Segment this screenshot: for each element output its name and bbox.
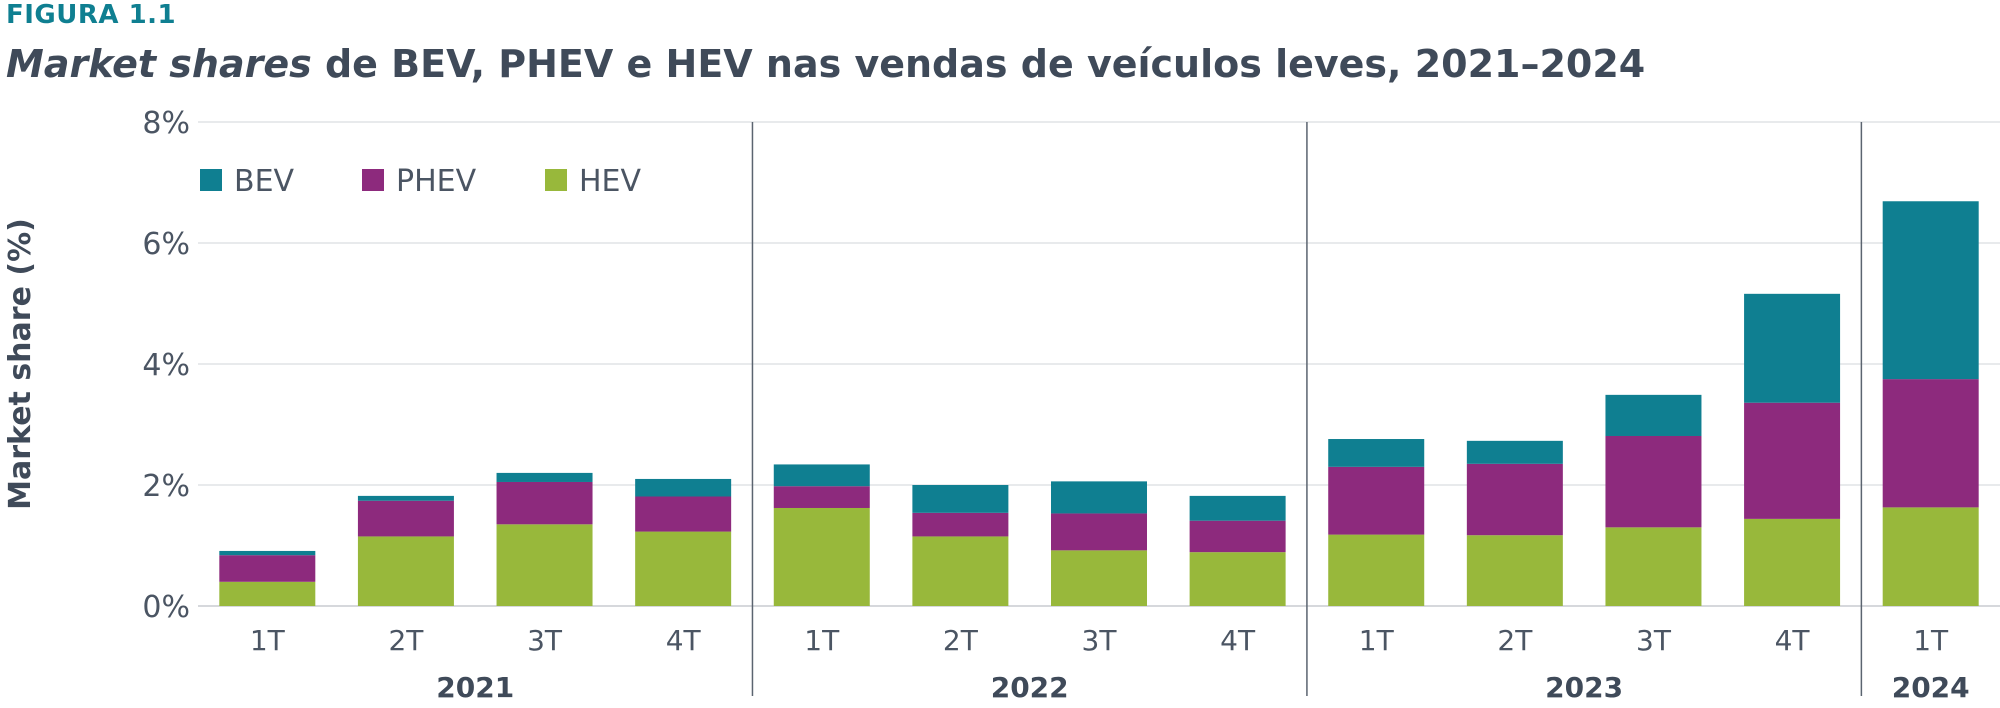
x-tick-label: 3T	[1082, 624, 1118, 657]
x-tick-label: 2T	[388, 624, 424, 657]
bar-hev	[1605, 527, 1702, 606]
bar-phev	[1189, 520, 1286, 553]
bar-phev	[773, 486, 870, 508]
group-dividers	[751, 122, 1863, 696]
x-tick-label: 1T	[1359, 624, 1395, 657]
group-label: 2021	[436, 671, 514, 704]
bars-layer	[219, 201, 1979, 606]
legend-label-bev: BEV	[234, 164, 295, 199]
legend-label-phev: PHEV	[396, 164, 477, 199]
bar-phev	[912, 512, 1009, 537]
bar-bev	[1189, 495, 1286, 521]
bar-bev	[496, 472, 593, 482]
bar-bev	[773, 464, 870, 487]
x-tick-label: 3T	[527, 624, 563, 657]
x-tick-label: 1T	[1913, 624, 1949, 657]
x-tick-label: 3T	[1636, 624, 1672, 657]
chart-title-rest: de BEV, PHEV e HEV nas vendas de veículo…	[311, 42, 1646, 86]
bar-bev	[1882, 201, 1979, 380]
bar-hev	[219, 581, 316, 606]
y-tick-label: 8%	[142, 106, 190, 141]
bar-phev	[635, 496, 732, 532]
bar-hev	[1051, 550, 1147, 606]
bar-bev	[635, 478, 732, 497]
bar-bev	[1051, 481, 1147, 514]
legend-swatch-hev	[545, 169, 567, 191]
group-label: 2023	[1545, 671, 1623, 704]
x-tick-label: 2T	[943, 624, 979, 657]
x-tick-label: 1T	[804, 624, 840, 657]
bar-hev	[773, 507, 870, 606]
bar-hev	[1882, 507, 1979, 606]
x-tick-label: 4T	[666, 624, 702, 657]
bar-phev	[1051, 513, 1147, 551]
bar-hev	[1744, 518, 1841, 606]
bar-hev	[1189, 552, 1286, 606]
bar-hev	[1466, 535, 1563, 606]
x-tick-label: 2T	[1497, 624, 1533, 657]
y-tick-label: 2%	[142, 469, 190, 504]
figure-label: FIGURA 1.1	[6, 0, 177, 30]
bar-hev	[1328, 534, 1425, 606]
bar-bev	[1466, 440, 1563, 464]
bar-bev	[357, 495, 454, 501]
bar-bev	[912, 485, 1009, 513]
bar-phev	[1466, 463, 1563, 536]
y-tick-label: 4%	[142, 348, 190, 383]
bar-hev	[496, 524, 593, 606]
group-label: 2022	[991, 671, 1069, 704]
bar-phev	[1605, 435, 1702, 528]
bar-hev	[912, 536, 1009, 606]
bar-bev	[1605, 394, 1702, 436]
chart-title: Market shares de BEV, PHEV e HEV nas ven…	[6, 42, 1645, 86]
bar-phev	[496, 481, 593, 525]
bar-bev	[219, 550, 316, 556]
y-tick-label: 0%	[142, 590, 190, 625]
bar-phev	[1744, 402, 1841, 519]
bar-phev	[1328, 466, 1425, 535]
y-tick-label: 6%	[142, 227, 190, 262]
legend: BEV PHEV HEV	[200, 164, 642, 199]
x-tick-label: 4T	[1220, 624, 1256, 657]
bar-phev	[1882, 379, 1979, 508]
legend-swatch-phev	[362, 169, 384, 191]
axis-layer: 0% 2% 4% 6% 8% 1T 2T 3T 4T 1T 2T 3T 4T 1T 2T 3T 4T 1T 2021…	[142, 106, 1969, 704]
y-axis-label: Market share (%)	[3, 218, 38, 510]
bar-phev	[219, 555, 316, 582]
bar-hev	[635, 531, 732, 606]
x-tick-label: 1T	[250, 624, 286, 657]
x-tick-label: 4T	[1775, 624, 1811, 657]
group-label: 2024	[1892, 671, 1970, 704]
bar-phev	[357, 500, 454, 537]
bar-bev	[1328, 439, 1425, 467]
legend-swatch-bev	[200, 169, 222, 191]
bar-hev	[357, 536, 454, 606]
legend-label-hev: HEV	[579, 164, 642, 199]
chart-title-italic: Market shares	[6, 42, 312, 86]
bar-bev	[1744, 293, 1841, 403]
